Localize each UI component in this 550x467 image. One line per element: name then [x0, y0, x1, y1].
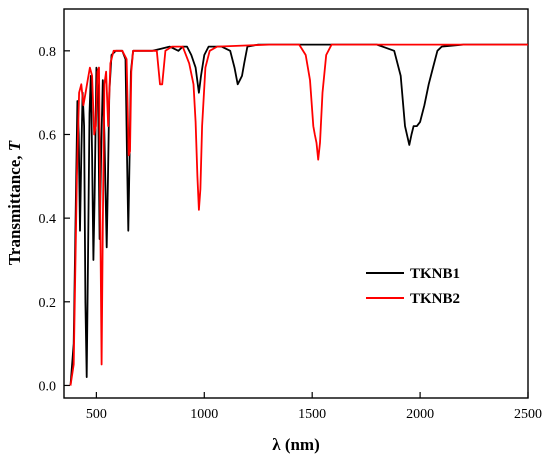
legend-label-tknb2: TKNB2 [410, 291, 460, 307]
series-line-tknb1 [69, 43, 528, 386]
y-tick-label: 0.2 [39, 296, 57, 311]
x-tick-label: 2500 [514, 407, 542, 422]
plot-frame [63, 8, 529, 399]
x-axis-title: λ (nm) [272, 435, 320, 454]
y-tick-label: 0.6 [39, 128, 57, 143]
y-axis-title: Transmittance, T [5, 140, 24, 265]
y-tick-label: 0.0 [39, 379, 57, 394]
series-line-tknb2 [69, 43, 528, 386]
x-tick-label: 500 [86, 407, 107, 422]
x-tick-label: 1000 [190, 407, 218, 422]
x-tick-label: 2000 [406, 407, 434, 422]
x-tick-label: 1500 [298, 407, 326, 422]
axis-ticks: 500 1000 1500 2000 2500 0.0 0.2 0.4 0.6 0.8 [39, 45, 543, 422]
y-tick-label: 0.8 [39, 45, 57, 60]
legend-label-tknb1: TKNB1 [410, 266, 460, 282]
legend: TKNB1 TKNB2 [366, 266, 460, 307]
y-axis-title-symbol: T [5, 140, 24, 151]
y-axis-title-text: Transmittance, [5, 151, 24, 265]
y-tick-label: 0.4 [39, 212, 57, 227]
series-lines [69, 43, 528, 386]
